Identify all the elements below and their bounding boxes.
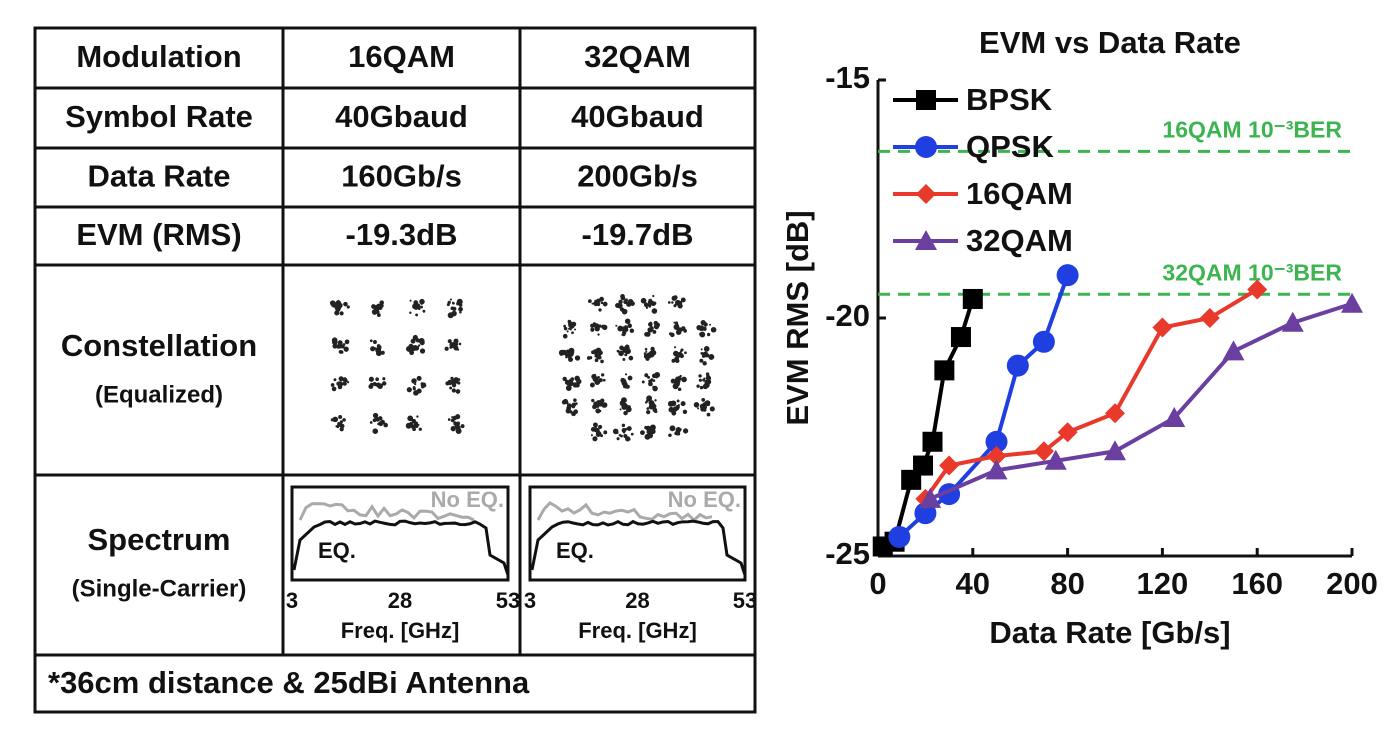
- y-axis-label: EVM RMS [dB]: [780, 210, 815, 425]
- spectrum-tick: 53: [733, 588, 757, 613]
- spectrum-tick: 3: [286, 588, 298, 613]
- marker: [1056, 264, 1079, 287]
- row-header: Modulation: [76, 39, 241, 74]
- marker: [934, 360, 955, 381]
- marker: [1152, 317, 1173, 338]
- series-line: [929, 301, 1353, 501]
- spectrum-label: No EQ.: [668, 487, 741, 512]
- threshold-label: 32QAM 10⁻³BER: [1162, 259, 1342, 285]
- row-sub-header: (Equalized): [95, 381, 223, 408]
- marker: [1057, 422, 1078, 443]
- marker: [1104, 440, 1126, 461]
- marker: [1222, 340, 1245, 361]
- legend-marker: [915, 136, 937, 158]
- spectrum-no-eq: [536, 501, 713, 523]
- spectrum-eq: [530, 519, 747, 576]
- constellation-16qam: [329, 298, 465, 435]
- cell-value: -19.7dB: [582, 217, 694, 252]
- threshold-label: 16QAM 10⁻³BER: [1162, 116, 1342, 142]
- cell-value: 40Gbaud: [571, 99, 704, 134]
- legend-marker: [915, 230, 937, 250]
- cell-value: 200Gb/s: [577, 159, 698, 194]
- x-tick-label: 0: [869, 566, 886, 601]
- marker: [939, 455, 960, 476]
- footnote: *36cm distance & 25dBi Antenna: [48, 665, 530, 700]
- spectrum-xlabel: Freq. [GHz]: [578, 618, 697, 643]
- legend-label: 32QAM: [966, 223, 1073, 258]
- spectrum-frame: [290, 485, 510, 582]
- cell-value: 40Gbaud: [335, 99, 468, 134]
- x-tick-label: 80: [1050, 566, 1084, 601]
- table: [33, 26, 757, 714]
- spectrum-label: EQ.: [318, 538, 356, 563]
- marker: [985, 459, 1008, 480]
- spectrum-tick: 53: [496, 588, 520, 613]
- y-tick-label: -15: [825, 60, 870, 95]
- marker: [1199, 308, 1220, 328]
- y-tick-label: -20: [825, 298, 870, 333]
- legend-label: 16QAM: [966, 176, 1073, 211]
- spectrum-label: EQ.: [556, 538, 594, 563]
- legend-marker: [916, 90, 936, 110]
- marker: [986, 446, 1007, 467]
- legend-label: BPSK: [966, 82, 1053, 117]
- marker: [1341, 292, 1363, 313]
- marker: [1032, 330, 1055, 353]
- y-tick-label: -25: [825, 536, 870, 571]
- marker: [1033, 441, 1054, 462]
- row-header: Spectrum: [88, 522, 231, 557]
- row-header: Data Rate: [88, 159, 231, 194]
- marker: [1163, 406, 1186, 427]
- cell-value: -19.3dB: [346, 217, 458, 252]
- spectrum-eq: [292, 519, 510, 576]
- marker: [1247, 279, 1268, 300]
- spectrum-tick: 3: [524, 588, 536, 613]
- row-sub-header: (Single-Carrier): [72, 575, 247, 602]
- marker: [1044, 449, 1067, 470]
- x-tick-label: 120: [1137, 566, 1189, 601]
- x-axis-label: Data Rate [Gb/s]: [989, 615, 1230, 650]
- spectrum-frame: [528, 485, 747, 582]
- row-header: Symbol Rate: [65, 99, 253, 134]
- row-header: Constellation: [61, 328, 257, 363]
- spectrum-no-eq: [298, 502, 475, 522]
- marker: [962, 288, 983, 309]
- x-tick-label: 160: [1231, 566, 1283, 601]
- spectrum-xlabel: Freq. [GHz]: [341, 618, 460, 643]
- chart-title: EVM vs Data Rate: [979, 25, 1241, 60]
- marker: [888, 525, 911, 548]
- table-border: [33, 26, 757, 714]
- row-header: EVM (RMS): [76, 217, 241, 252]
- cell-value: 16QAM: [348, 39, 455, 74]
- marker: [1105, 403, 1125, 424]
- constellation-32qam: [558, 294, 717, 442]
- cell-value: 32QAM: [584, 39, 691, 74]
- marker: [922, 431, 943, 452]
- marker: [1281, 311, 1304, 332]
- marker: [913, 455, 934, 476]
- spectrum-tick: 28: [625, 588, 649, 613]
- marker: [985, 430, 1008, 453]
- marker: [919, 487, 942, 508]
- x-tick-label: 40: [956, 566, 990, 601]
- cell-value: 160Gb/s: [341, 159, 462, 194]
- spectrum-label: No EQ.: [431, 487, 504, 512]
- legend-marker: [916, 184, 936, 204]
- spectrum-tick: 28: [388, 588, 412, 613]
- marker: [950, 327, 971, 348]
- marker: [1006, 354, 1029, 377]
- x-tick-label: 200: [1326, 566, 1378, 601]
- legend-label: QPSK: [966, 129, 1054, 164]
